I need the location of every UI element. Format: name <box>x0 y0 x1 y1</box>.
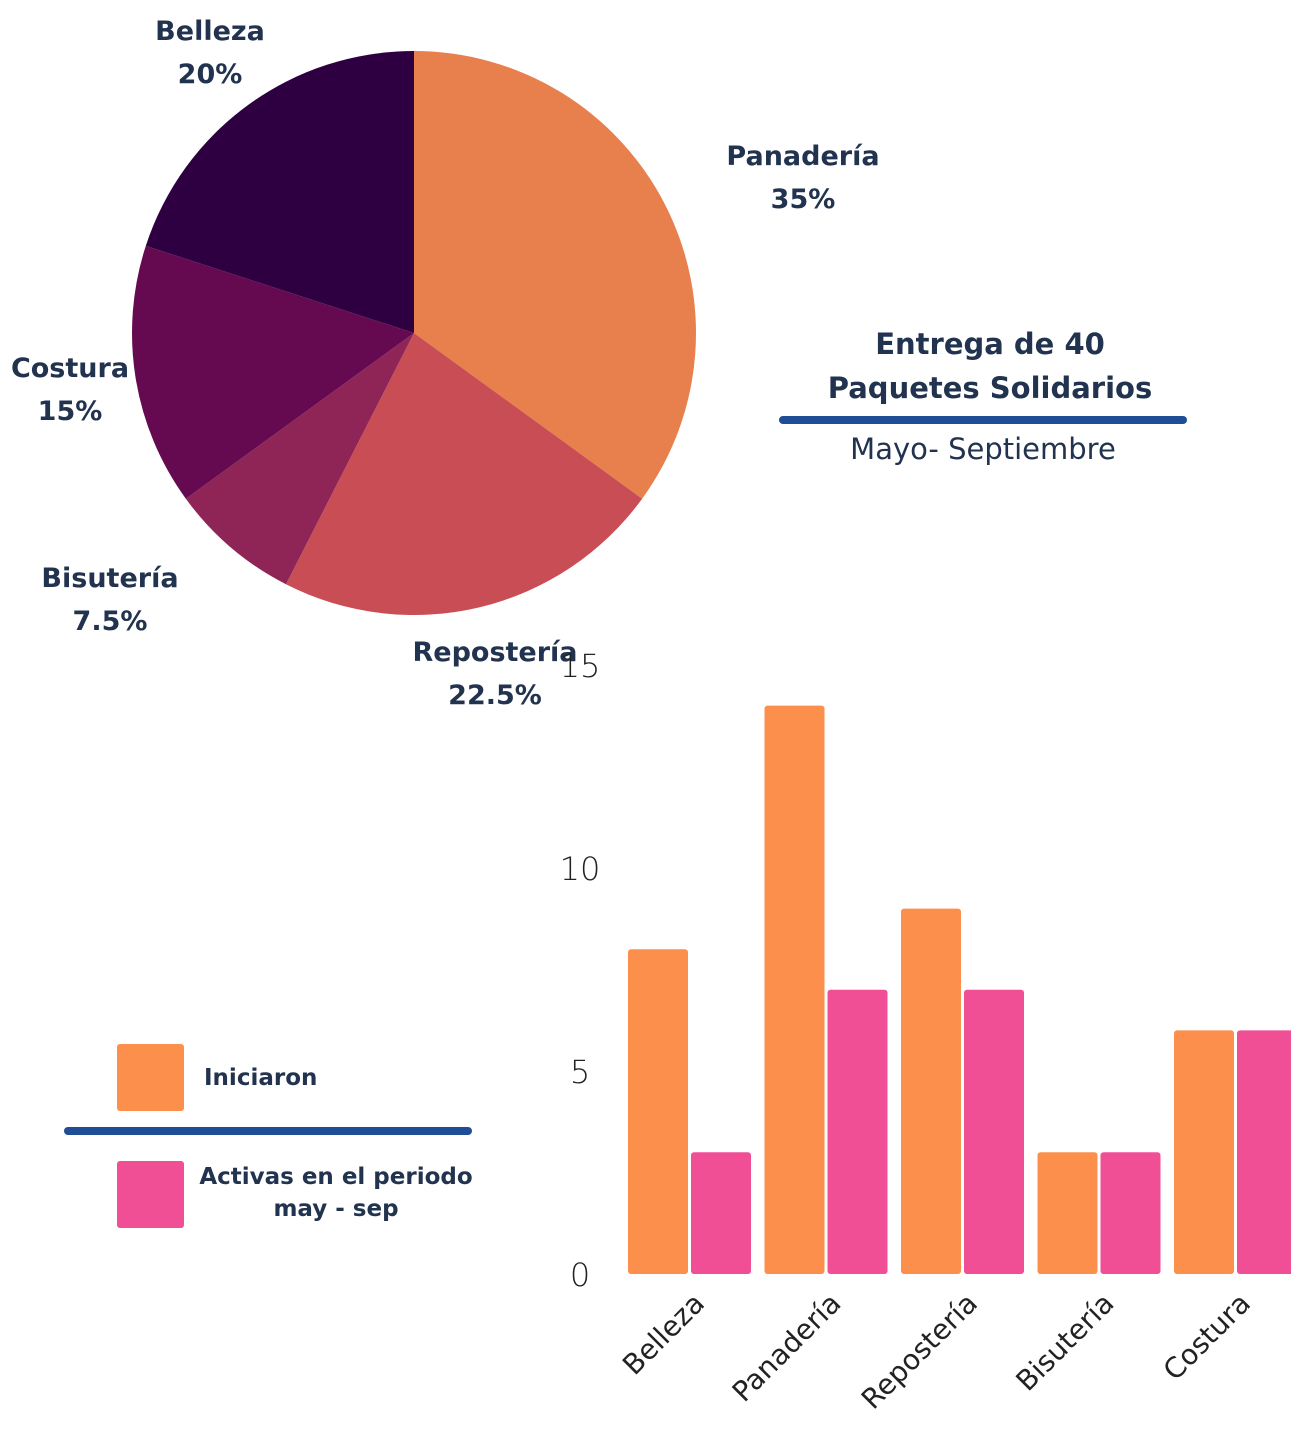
legend-swatch <box>117 1161 184 1228</box>
bar <box>1174 1030 1234 1274</box>
bar <box>901 908 961 1274</box>
bar <box>1100 1152 1161 1274</box>
pie-slice <box>414 51 696 499</box>
legend-label: Iniciaron <box>204 1065 318 1091</box>
slice-value: 7.5% <box>73 606 148 637</box>
x-tick-label: Costura <box>1157 1287 1257 1387</box>
legend-label: Activas en el periodo may - sep <box>199 1164 473 1222</box>
y-tick-label: 5 <box>570 1053 590 1091</box>
bar <box>764 705 825 1274</box>
title: Entrega de 40 Paquetes Solidarios <box>827 327 1153 405</box>
slice-label: Belleza <box>155 16 265 47</box>
y-tick-label: 10 <box>560 850 601 888</box>
pie-slice <box>185 333 414 585</box>
slice-value: 20% <box>178 59 243 90</box>
x-tick-label: Bisutería <box>1009 1287 1120 1398</box>
slice-label: Panadería <box>726 141 879 172</box>
subtitle: Mayo- Septiembre <box>850 432 1116 466</box>
bar <box>628 949 688 1274</box>
bar <box>1037 1152 1098 1274</box>
slice-label: Bisutería <box>41 563 178 594</box>
bar <box>1237 1030 1291 1274</box>
pie-slice <box>145 51 414 333</box>
bar <box>827 989 888 1274</box>
slice-label: Costura <box>11 353 129 384</box>
bar <box>691 1152 751 1274</box>
x-tick-label: Repostería <box>855 1287 984 1416</box>
legend-swatch <box>117 1044 184 1111</box>
y-tick-label: 15 <box>560 647 601 685</box>
slice-value: 35% <box>771 184 836 215</box>
pie-slice <box>132 245 414 499</box>
slice-value: 15% <box>38 396 103 427</box>
slice-value: 22.5% <box>448 680 542 711</box>
y-tick-label: 0 <box>570 1256 590 1294</box>
x-tick-label: Belleza <box>616 1287 711 1382</box>
slice-label: Repostería <box>412 637 577 668</box>
x-tick-label: Panadería <box>726 1287 848 1409</box>
bar <box>964 989 1024 1274</box>
pie-slice <box>285 333 643 616</box>
